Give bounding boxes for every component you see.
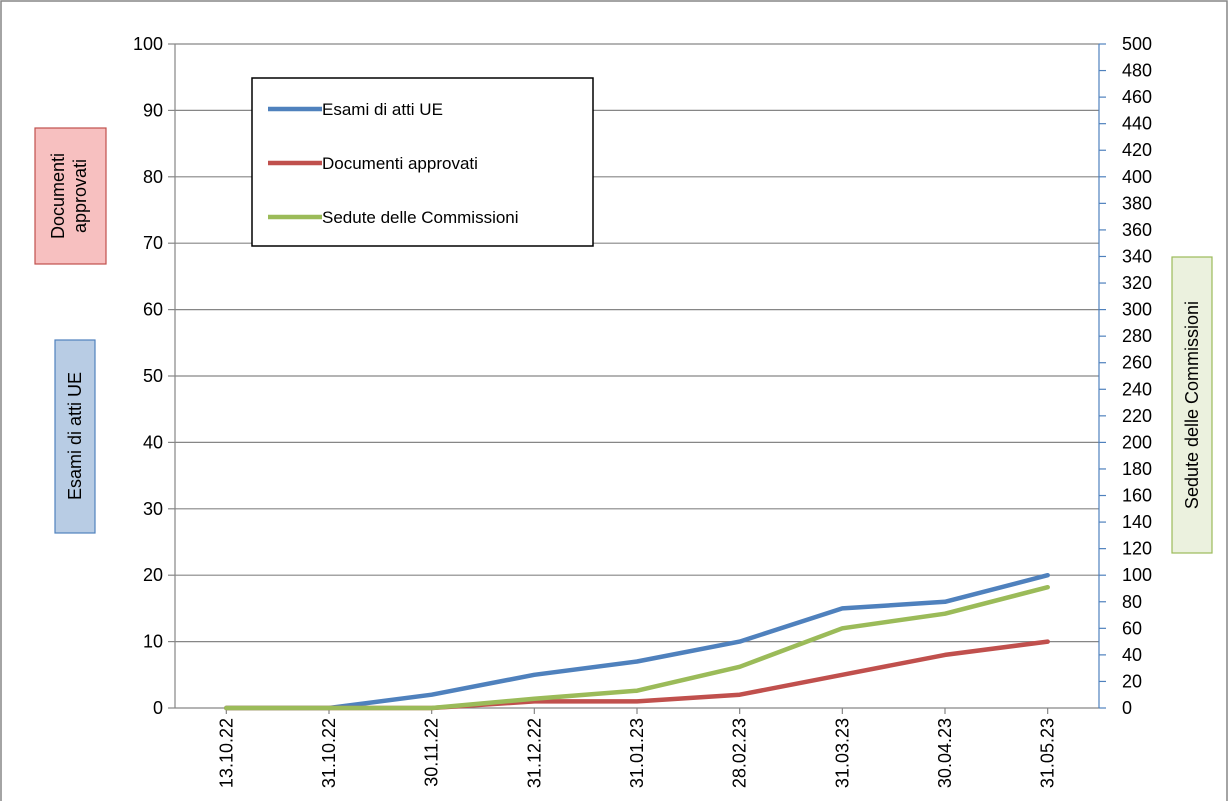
y-right-tick-label: 280 [1122, 326, 1152, 346]
right-axis-title-box [1171, 256, 1213, 554]
y-right-tick-label: 480 [1122, 61, 1152, 81]
y-left-tick-label: 50 [143, 366, 163, 386]
y-left-tick-label: 80 [143, 167, 163, 187]
y-right-tick-label: 500 [1122, 34, 1152, 54]
y-left-tick-label: 0 [153, 698, 163, 718]
y-right-tick-label: 220 [1122, 406, 1152, 426]
left-top-axis-title: Documenti approvati [48, 153, 90, 239]
y-right-tick-label: 400 [1122, 167, 1152, 187]
y-right-tick-label: 100 [1122, 565, 1152, 585]
y-right-tick-label: 200 [1122, 432, 1152, 452]
series-line [224, 584, 1050, 711]
x-tick-label: 31.12.22 [524, 718, 544, 788]
y-left-tick-label: 60 [143, 300, 163, 320]
x-tick-label: 31.10.22 [319, 718, 339, 788]
y-right-tick-label: 440 [1122, 114, 1152, 134]
x-tick-label: 30.11.22 [422, 718, 442, 787]
x-tick-label: 30.04.23 [935, 718, 955, 788]
series-line [224, 572, 1050, 711]
y-left-tick-label: 10 [143, 632, 163, 652]
gridlines [175, 43, 1099, 709]
y-right-tick-label: 420 [1122, 140, 1152, 160]
axis-titles: Documenti approvati Esami di atti UE Sedute… [34, 127, 1213, 554]
y-left-tick-label: 30 [143, 499, 163, 519]
axis-title-line: approvati [70, 159, 90, 233]
y-right-tick-label: 460 [1122, 87, 1152, 107]
legend: Esami di atti UE Documenti approvati Sedut… [251, 77, 594, 247]
left-top-axis-title-box [34, 127, 107, 265]
x-tick-label: 31.03.23 [832, 718, 852, 788]
y-right-tick-label: 360 [1122, 220, 1152, 240]
axis-title-line: Documenti [48, 153, 68, 239]
y-left-tick-label: 90 [143, 100, 163, 120]
y-left-tick-label: 100 [133, 34, 163, 54]
x-tick-label: 31.05.23 [1038, 718, 1058, 788]
y-right-tick-label: 0 [1122, 698, 1132, 718]
y-right-tick-label: 140 [1122, 512, 1152, 532]
legend-label: Documenti approvati [322, 154, 478, 173]
series-lines [224, 572, 1050, 711]
y-right-tick-label: 240 [1122, 379, 1152, 399]
y-right-tick-label: 20 [1122, 671, 1142, 691]
x-tick-label: 31.01.23 [627, 718, 647, 788]
legend-label: Esami di atti UE [322, 100, 443, 119]
y-right-tick-label: 340 [1122, 246, 1152, 266]
y-right-tick-label: 260 [1122, 353, 1152, 373]
y-left-tick-label: 20 [143, 565, 163, 585]
axes: 0 10 20 30 40 50 60 70 80 90 100 0 20 40 60 80 100 120 140… [133, 34, 1152, 788]
right-axis-title: Sedute delle Commissioni [1182, 301, 1202, 509]
legend-label: Sedute delle Commissioni [322, 208, 519, 227]
y-left-tick-label: 70 [143, 233, 163, 253]
y-right-tick-label: 160 [1122, 486, 1152, 506]
y-right-tick-label: 40 [1122, 645, 1142, 665]
x-tick-label: 13.10.22 [216, 718, 236, 788]
y-right-tick-label: 180 [1122, 459, 1152, 479]
y-right-tick-label: 320 [1122, 273, 1152, 293]
y-left-tick-label: 40 [143, 432, 163, 452]
x-tick-label: 28.02.23 [730, 718, 750, 788]
y-right-tick-label: 380 [1122, 193, 1152, 213]
y-right-tick-label: 120 [1122, 539, 1152, 559]
y-right-tick-label: 80 [1122, 592, 1142, 612]
left-bottom-axis-title-box [54, 339, 96, 534]
y-right-tick-label: 60 [1122, 618, 1142, 638]
left-bottom-axis-title: Esami di atti UE [65, 372, 85, 500]
y-right-tick-label: 300 [1122, 300, 1152, 320]
